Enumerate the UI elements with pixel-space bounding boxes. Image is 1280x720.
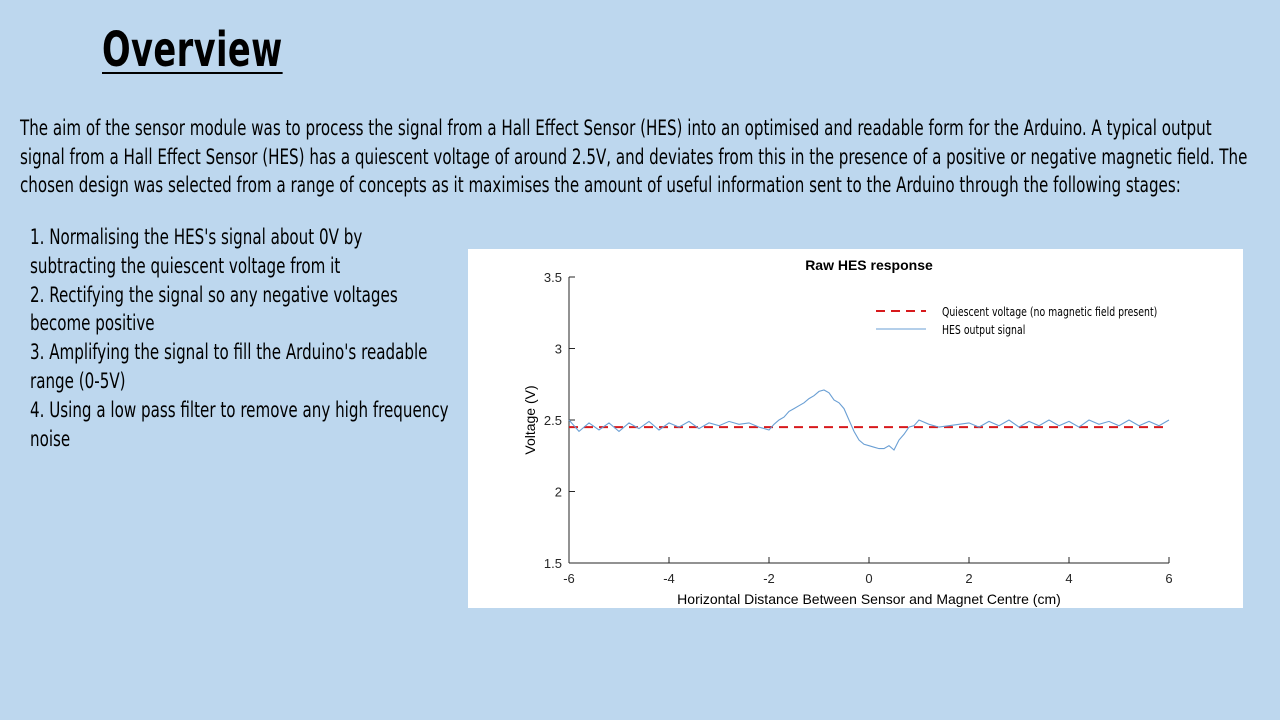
chart-title: Raw HES response — [805, 257, 933, 273]
hes-output-signal-line — [568, 389, 1170, 451]
steps-list: 1. Normalising the HES's signal about 0V… — [30, 223, 450, 453]
intro-paragraph: The aim of the sensor module was to proc… — [20, 116, 1248, 197]
x-axis-label: Horizontal Distance Between Sensor and M… — [677, 591, 1061, 607]
legend-label: HES output signal — [942, 323, 1025, 337]
x-tick-label: -6 — [563, 571, 575, 586]
chart-svg: Raw HES response Horizontal Distance Bet… — [522, 257, 1173, 607]
y-axis-label: Voltage (V) — [522, 385, 538, 454]
x-tick-label: 0 — [865, 571, 872, 586]
step-3: 3. Amplifying the signal to fill the Ard… — [30, 340, 428, 393]
step-2: 2. Rectifying the signal so any negative… — [30, 282, 398, 336]
y-tick-label: 3.5 — [544, 270, 562, 285]
step-4: 4. Using a low pass filter to remove any… — [30, 397, 449, 451]
y-tick-label: 3 — [555, 342, 562, 357]
step-1: 1. Normalising the HES's signal about 0V… — [30, 225, 363, 278]
x-tick-label: 2 — [965, 571, 972, 586]
y-tick-label: 2.5 — [544, 413, 562, 428]
hes-response-chart: Raw HES response Horizontal Distance Bet… — [468, 249, 1243, 608]
x-tick-label: -4 — [663, 571, 675, 586]
y-tick-label: 2 — [555, 485, 562, 500]
legend-label: Quiescent voltage (no magnetic field pre… — [942, 305, 1157, 319]
x-tick-label: 6 — [1165, 571, 1172, 586]
y-tick-label: 1.5 — [544, 556, 562, 571]
x-tick-label: 4 — [1065, 571, 1072, 586]
x-tick-label: -2 — [763, 571, 775, 586]
slide-title: Overview — [102, 22, 283, 78]
